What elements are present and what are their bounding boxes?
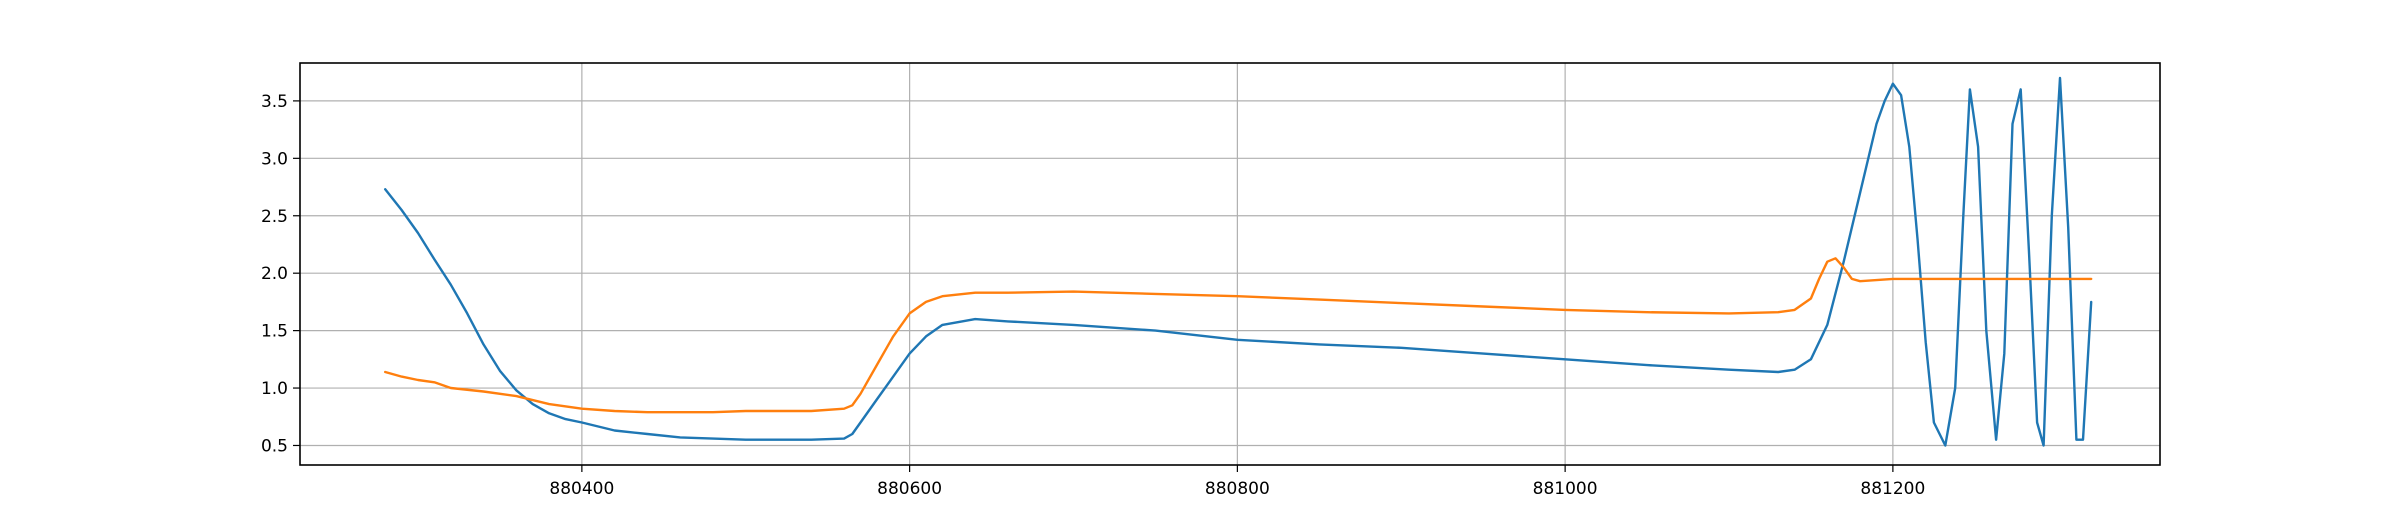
y-tick-label: 3.0 xyxy=(261,149,288,169)
x-tick-label: 881000 xyxy=(1533,479,1598,499)
y-tick-label: 1.0 xyxy=(261,379,288,399)
y-tick-label: 0.5 xyxy=(261,436,288,456)
y-tick-label: 2.0 xyxy=(261,264,288,284)
x-tick-label: 880600 xyxy=(877,479,942,499)
grid-lines xyxy=(300,63,2160,465)
x-axis: 880400 880600 880800 881000 881200 xyxy=(549,465,1925,499)
y-axis: 0.5 1.0 1.5 2.0 2.5 3.0 3.5 xyxy=(261,92,300,456)
y-tick-label: 3.5 xyxy=(261,92,288,112)
series-lines xyxy=(384,76,2093,447)
y-tick-label: 2.5 xyxy=(261,207,288,227)
series-line-2 xyxy=(384,257,2093,414)
x-tick-label: 880400 xyxy=(549,479,614,499)
plot-frame xyxy=(299,62,2161,466)
series-line-1 xyxy=(384,76,2093,447)
x-tick-label: 881200 xyxy=(1860,479,1925,499)
y-tick-label: 1.5 xyxy=(261,322,288,342)
x-tick-label: 880800 xyxy=(1205,479,1270,499)
